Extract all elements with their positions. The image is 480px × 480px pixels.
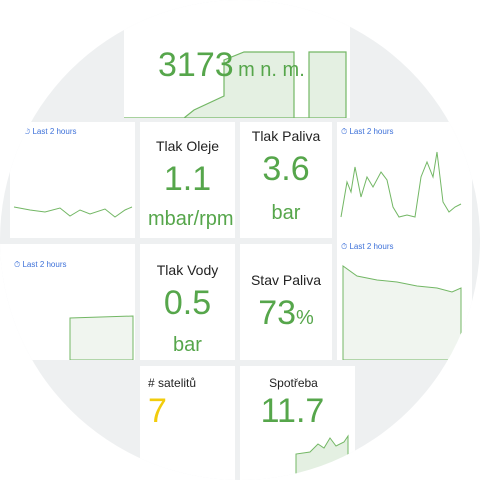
altitude-sparkline	[124, 51, 347, 118]
altitude-value: 3173	[158, 46, 234, 84]
panel-value: 73	[258, 294, 297, 332]
panel-title: Tlak Oleje	[155, 138, 220, 154]
sparkline-tile: ⏱ Last 2 hours	[337, 238, 472, 360]
sparkline	[69, 315, 134, 360]
time-label: Last 2 hours	[349, 127, 394, 136]
altitude: 3173 m n. m.	[158, 46, 305, 85]
panel-value: 0.5	[163, 284, 212, 322]
time-label: Last 2 hours	[22, 260, 67, 269]
panel-title: Tlak Vody	[156, 262, 219, 278]
altitude-unit: m n. m.	[238, 59, 305, 81]
altitude-tile: 3173 m n. m.	[124, 0, 350, 118]
panel-unit: bar	[173, 334, 202, 356]
time-range: ⏱ Last 2 hours	[24, 127, 77, 136]
sparkline-tile: ⏱ Last 2 hours	[10, 122, 135, 238]
panel-unit: %	[296, 307, 314, 329]
panel: Spotřeba 11.7	[240, 366, 355, 480]
panel: Tlak Oleje 1.1 mbar/rpm	[140, 122, 235, 238]
panel: Tlak Paliva 3.6 bar	[240, 122, 332, 238]
sparkline	[342, 265, 462, 360]
sparkline	[340, 151, 462, 218]
panel-value: 3.6	[262, 150, 310, 188]
panel-value: 7	[148, 392, 167, 430]
panel-unit: bar	[271, 202, 301, 224]
panel: Stav Paliva 73%	[240, 244, 332, 360]
panel-value: 1.1	[163, 160, 212, 198]
panel-value: 11.7	[260, 392, 325, 430]
panel-title: Stav Paliva	[250, 272, 322, 288]
panel-title: # satelitů	[148, 376, 197, 390]
panel-reading: 73%	[240, 294, 332, 333]
panel: Tlak Vody 0.5 bar	[140, 244, 235, 360]
sparkline	[13, 206, 133, 218]
time-range: ⏱ Last 2 hours	[14, 260, 67, 269]
sparkline	[295, 434, 349, 480]
time-range: ⏱ Last 2 hours	[341, 127, 394, 136]
panel-title: Tlak Paliva	[251, 128, 321, 144]
time-label: Last 2 hours	[32, 127, 77, 136]
panel-title: Spotřeba	[269, 376, 318, 390]
sparkline-tile: ⏱ Last 2 hours	[0, 244, 135, 360]
time-label: Last 2 hours	[349, 242, 394, 251]
sparkline-tile: ⏱ Last 2 hours	[337, 122, 472, 238]
panel-unit: mbar/rpm	[148, 208, 234, 230]
time-range: ⏱ Last 2 hours	[341, 242, 394, 251]
panel: # satelitů 7	[140, 366, 235, 480]
